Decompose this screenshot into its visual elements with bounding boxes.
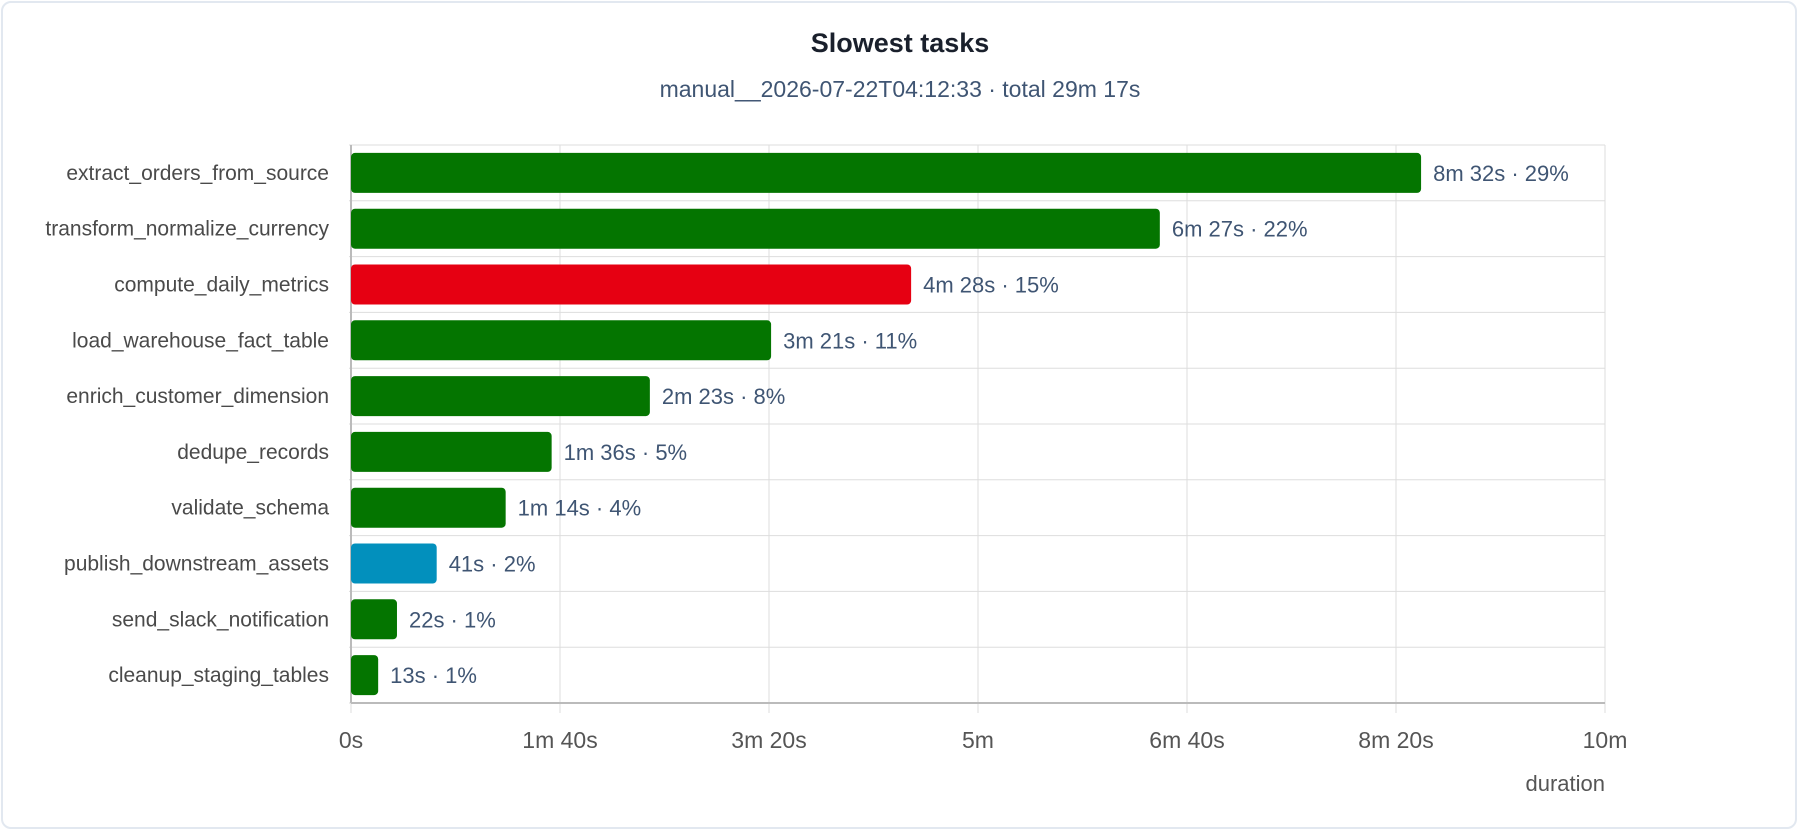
data-label: 4m 28s · 15% (923, 273, 1059, 298)
y-tick-label: send_slack_notification (112, 608, 329, 631)
data-label: 3m 21s · 11% (783, 328, 917, 353)
bar (351, 152, 1422, 193)
x-tick-label: 8m 20s (1358, 727, 1433, 753)
x-axis-title: duration (1525, 771, 1605, 796)
bar (351, 431, 552, 472)
y-tick-label: load_warehouse_fact_table (72, 329, 329, 352)
x-tick-label: 10m (1583, 727, 1628, 753)
x-tick-label: 1m 40s (522, 727, 597, 753)
y-tick-label: compute_daily_metrics (114, 274, 329, 297)
data-label: 2m 23s · 8% (662, 384, 786, 409)
y-tick-label: validate_schema (171, 497, 329, 520)
x-tick-label: 6m 40s (1149, 727, 1224, 753)
y-tick-label: cleanup_staging_tables (108, 664, 329, 687)
bar (351, 264, 912, 305)
y-tick-label: extract_orders_from_source (66, 162, 329, 185)
bar (351, 487, 506, 528)
y-tick-label: transform_normalize_currency (45, 218, 329, 241)
chart-title: Slowest tasks (810, 28, 990, 58)
data-label: 13s · 1% (390, 663, 477, 688)
bar (351, 320, 772, 361)
data-label: 41s · 2% (449, 552, 536, 577)
data-label: 1m 36s · 5% (564, 440, 688, 465)
y-tick-label: publish_downstream_assets (64, 553, 329, 576)
y-tick-label: dedupe_records (177, 441, 329, 464)
data-label: 1m 14s · 4% (518, 496, 642, 521)
bar (351, 208, 1160, 249)
x-tick-label: 5m (962, 727, 994, 753)
bar (351, 599, 397, 640)
chart-subtitle: manual__2026-07-22T04:12:33 · total 29m … (659, 76, 1141, 102)
x-tick-label: 3m 20s (731, 727, 806, 753)
data-label: 22s · 1% (409, 607, 496, 632)
bar (351, 655, 379, 696)
x-tick-label: 0s (339, 727, 363, 753)
data-label: 6m 27s · 22% (1172, 217, 1308, 242)
bar (351, 376, 650, 417)
y-tick-label: enrich_customer_dimension (66, 385, 329, 408)
data-label: 8m 32s · 29% (1433, 161, 1569, 186)
bar (351, 543, 437, 584)
